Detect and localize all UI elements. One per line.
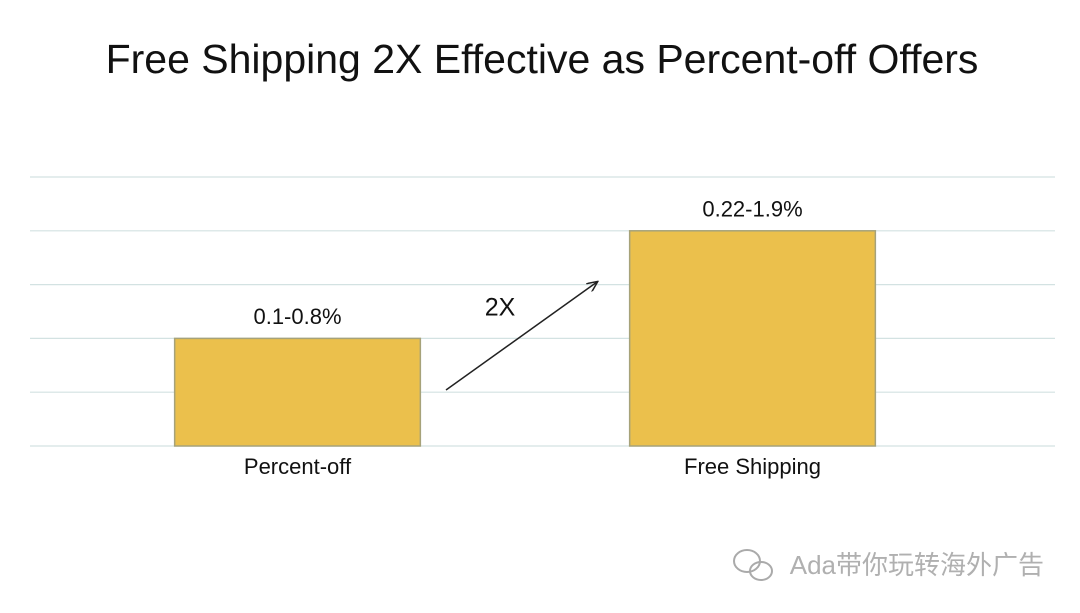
x-tick-label: Percent-off — [244, 454, 352, 479]
bar — [628, 230, 877, 447]
chart-title: Free Shipping 2X Effective as Percent-of… — [106, 36, 979, 82]
data-label: 0.1-0.8% — [253, 304, 341, 329]
x-tick-label: Free Shipping — [684, 454, 821, 479]
watermark: Ada带你玩转海外广告 — [790, 550, 1044, 580]
data-label: 0.22-1.9% — [702, 197, 802, 222]
plot-area: Percent-off 0.1-0.8% Free Shipping 0.22-1.9… — [30, 176, 1055, 479]
annotation: 2X — [485, 294, 516, 322]
arrow — [445, 282, 597, 391]
watermark-icon — [733, 549, 773, 581]
bar — [173, 337, 422, 447]
